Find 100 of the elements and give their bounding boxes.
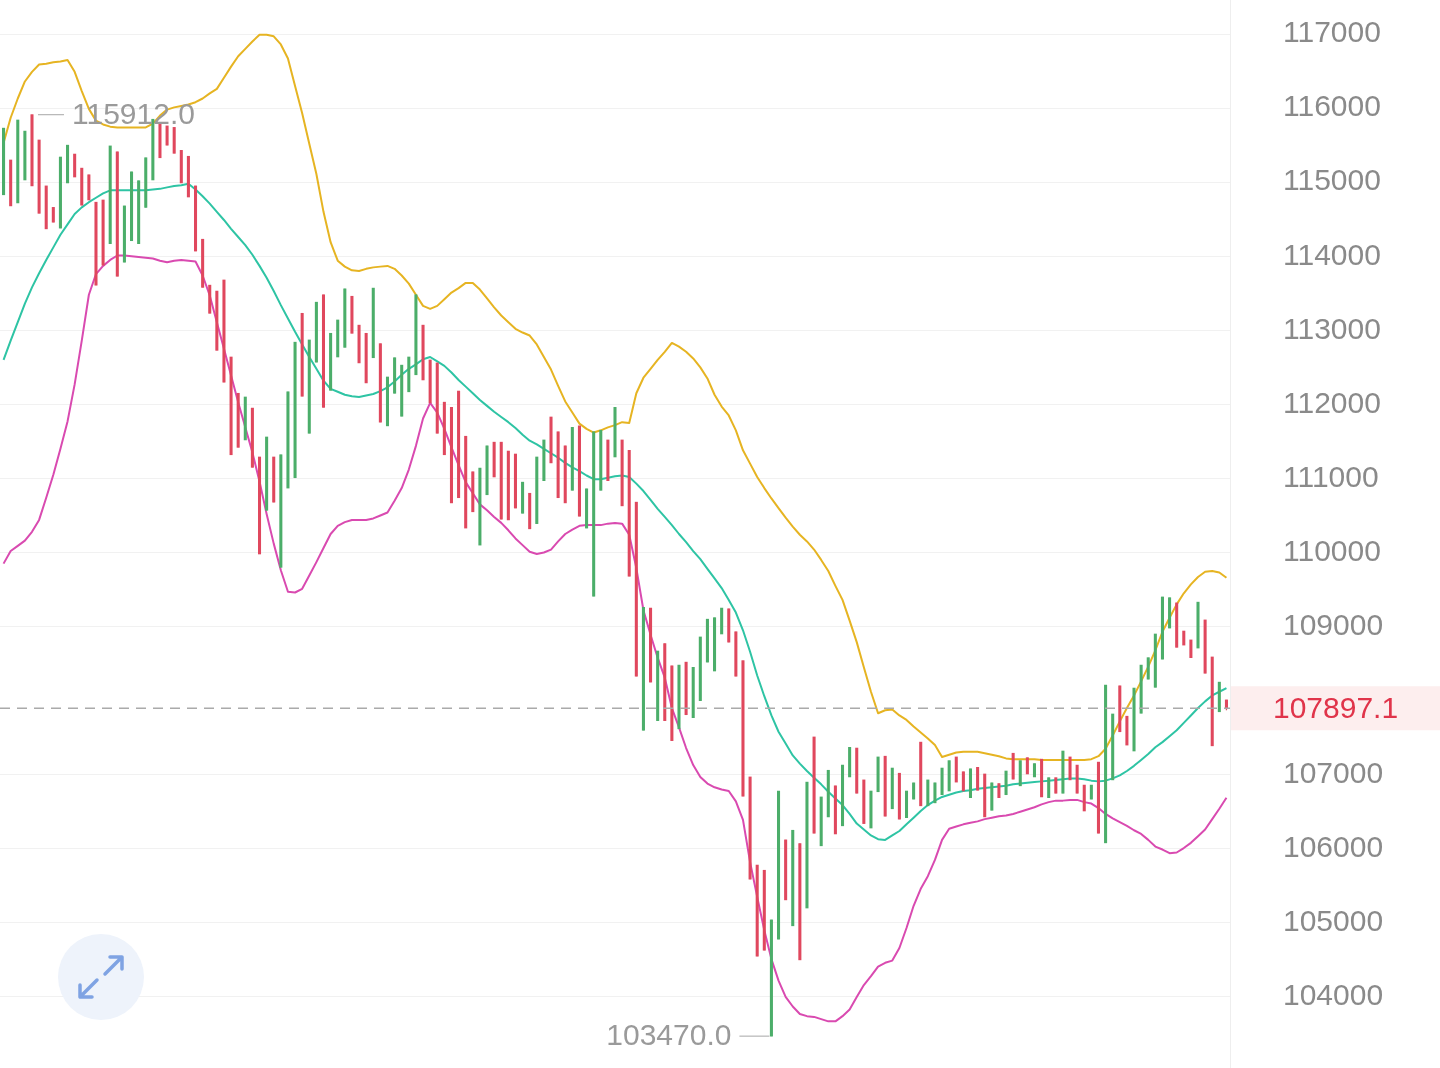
candlestick [556, 431, 560, 499]
candlestick [30, 114, 34, 187]
y-tick-label: 115000 [1283, 163, 1381, 197]
candlestick [66, 144, 70, 184]
candlestick [705, 618, 709, 663]
candlestick [378, 343, 382, 423]
candlestick [428, 359, 432, 404]
candlestick [215, 290, 219, 351]
y-tick-label: 112000 [1283, 385, 1381, 419]
candlestick [990, 782, 994, 811]
candlestick [933, 782, 937, 804]
candlestick [1011, 752, 1015, 780]
candlestick [940, 767, 944, 796]
candlestick [784, 839, 788, 901]
candlestick [2, 127, 6, 196]
candlestick [506, 450, 510, 521]
y-tick-label: 113000 [1283, 311, 1381, 345]
candlestick [592, 431, 596, 597]
candlestick [87, 174, 91, 201]
candlestick [585, 488, 589, 529]
candlestick [343, 288, 347, 349]
candlestick [350, 295, 354, 334]
y-tick-label: 105000 [1283, 904, 1384, 938]
candlestick [777, 790, 781, 940]
candlestick [236, 392, 240, 448]
candlestick [890, 767, 894, 810]
candlestick [1168, 597, 1172, 629]
candlestick [826, 769, 830, 818]
candlestick [478, 467, 482, 546]
candlestick [563, 445, 567, 504]
y-tick-label: 116000 [1283, 89, 1381, 123]
candlestick [620, 439, 624, 507]
candlestick [293, 341, 297, 479]
candlestick [1096, 761, 1100, 834]
candlestick [257, 456, 262, 555]
candlestick [44, 185, 48, 230]
candlestick [16, 119, 20, 204]
candlestick [791, 829, 795, 927]
candlestick [122, 205, 126, 263]
candlestick [165, 125, 169, 146]
candlestick [485, 445, 489, 496]
candlestick [727, 608, 731, 643]
candlestick [812, 736, 816, 834]
candlestick [414, 294, 418, 376]
candlestick [94, 201, 98, 286]
candlestick [634, 501, 638, 677]
candlestick [371, 287, 375, 359]
candlestick [840, 764, 845, 827]
candlestick [1132, 687, 1136, 752]
candlestick [1068, 756, 1072, 781]
y-tick-label: 110000 [1283, 533, 1381, 567]
candlestick [677, 664, 681, 730]
candlestick [464, 435, 468, 529]
candlestick [769, 919, 773, 1037]
candlestick [329, 332, 333, 391]
candlestick [208, 284, 212, 314]
candlestick [961, 771, 965, 792]
candlestick [243, 396, 247, 441]
candlestick [222, 279, 226, 383]
candlestick [1175, 602, 1179, 648]
candlestick [407, 356, 411, 393]
candlestick [734, 631, 738, 677]
candlestick [1082, 784, 1086, 812]
y-tick-label: 111000 [1283, 459, 1379, 493]
candlestick [805, 781, 809, 909]
candlestick [649, 607, 653, 683]
candlestick [250, 407, 254, 468]
candlestick [307, 339, 311, 434]
candlestick [577, 425, 581, 517]
candlestick [229, 356, 233, 456]
candlestick [73, 153, 77, 178]
candlestick [279, 454, 283, 568]
candlestick [130, 171, 134, 242]
y-tick-label: 104000 [1283, 978, 1384, 1012]
candlestick [442, 401, 446, 456]
candlestick [321, 294, 326, 408]
candlestick [1004, 770, 1008, 796]
candlestick [286, 391, 290, 489]
candlestick [684, 661, 688, 716]
candlestick [101, 199, 105, 266]
candlestick [9, 159, 13, 207]
candlestick [1217, 681, 1221, 713]
candlestick [528, 492, 532, 530]
candlestick [158, 122, 162, 159]
candlestick [848, 746, 852, 778]
candlestick [58, 156, 62, 229]
candlestick [201, 238, 205, 289]
candlestick [741, 660, 745, 797]
y-tick-label: 109000 [1283, 607, 1384, 641]
candlestick [1153, 633, 1157, 688]
candlestick [1139, 664, 1143, 714]
candlestick [1018, 759, 1022, 787]
candlestick [513, 453, 517, 509]
candlestick [421, 324, 425, 381]
candlestick [1210, 656, 1214, 747]
candlestick [1125, 715, 1129, 746]
candlestick [833, 785, 837, 835]
candlestick [748, 776, 752, 880]
candlestick [926, 779, 930, 807]
candlestick [492, 441, 496, 478]
